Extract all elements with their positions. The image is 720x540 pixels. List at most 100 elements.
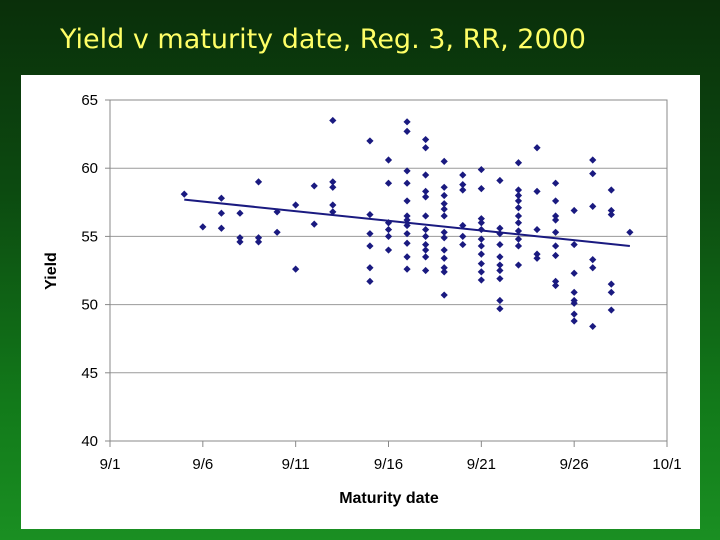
data-point [607, 186, 615, 194]
data-point [626, 228, 634, 236]
data-point [477, 215, 485, 223]
data-point [477, 260, 485, 268]
data-point [440, 200, 448, 208]
data-point [496, 224, 504, 232]
data-point [477, 268, 485, 276]
trendline [184, 198, 630, 247]
data-point [459, 240, 467, 249]
data-point [422, 212, 430, 220]
data-point [533, 225, 541, 234]
data-point [552, 212, 560, 220]
data-point [440, 183, 448, 191]
data-point [440, 246, 448, 254]
data-point [366, 210, 374, 219]
data-point [570, 269, 578, 277]
data-point [403, 212, 411, 220]
x-tick-label: 9/21 [467, 456, 496, 473]
y-axis-ticks: 40 45 50 55 60 65 [81, 92, 110, 450]
data-point [384, 246, 393, 254]
slide-title: Yield v maturity date, Reg. 3, RR, 2000 [60, 24, 586, 55]
data-point [589, 156, 597, 164]
data-point [366, 230, 374, 238]
x-axis-title: Maturity date [339, 490, 439, 507]
data-point [496, 240, 504, 249]
data-point [403, 127, 411, 135]
data-point [440, 157, 448, 165]
data-point [440, 191, 448, 200]
data-point [589, 202, 597, 210]
data-point [589, 170, 597, 178]
data-point [180, 190, 188, 198]
data-point [217, 209, 225, 217]
data-point [533, 250, 541, 258]
data-point [403, 197, 411, 205]
data-point [552, 281, 560, 290]
data-point [570, 288, 578, 296]
data-point [607, 288, 615, 296]
data-point [366, 277, 374, 286]
data-point [514, 261, 523, 269]
y-tick-label: 65 [81, 92, 98, 109]
data-point [384, 225, 393, 234]
data-point [496, 230, 504, 238]
data-point [422, 171, 430, 179]
data-point [366, 242, 374, 250]
data-point [236, 238, 244, 246]
data-point [403, 265, 411, 273]
data-point [440, 291, 448, 299]
data-point [514, 242, 523, 250]
data-point [254, 178, 263, 186]
data-point [514, 186, 523, 194]
data-point [570, 317, 578, 325]
x-axis-ticks: 9/1 9/6 9/11 9/16 9/21 9/26 10/1 [100, 441, 682, 473]
data-point [403, 253, 411, 261]
data-point [477, 242, 485, 250]
data-point [403, 179, 411, 187]
data-point [440, 234, 448, 242]
data-point [403, 230, 411, 238]
data-point [422, 193, 430, 201]
data-point [422, 187, 430, 195]
data-point [329, 116, 337, 125]
data-point [496, 275, 504, 283]
data-point [440, 228, 448, 236]
data-point [589, 322, 597, 331]
y-axis-title: Yield [43, 252, 60, 290]
data-point [422, 246, 430, 254]
data-point [496, 176, 504, 185]
data-point [366, 137, 374, 145]
data-point [459, 221, 467, 230]
data-point [422, 225, 430, 234]
y-tick-label: 40 [81, 433, 98, 450]
data-point [533, 144, 541, 152]
data-point [217, 224, 225, 232]
data-point [422, 266, 430, 275]
data-point [477, 235, 485, 243]
data-point [607, 206, 615, 215]
x-tick-label: 9/1 [100, 456, 121, 473]
y-tick-label: 55 [81, 228, 98, 245]
data-point [607, 306, 615, 314]
data-point [440, 212, 448, 220]
data-point [254, 238, 263, 246]
data-point [496, 296, 504, 305]
y-tick-label: 45 [81, 365, 98, 382]
data-point [422, 135, 430, 144]
data-point [440, 254, 448, 262]
data-point [329, 208, 337, 216]
chart-panel: 40 45 50 55 60 65 9/1 9/6 9/11 9/16 9/21 9/26 10/1 … [21, 75, 700, 529]
gridlines [110, 99, 667, 442]
data-point [589, 255, 597, 264]
data-point [496, 253, 504, 261]
data-point [514, 191, 523, 200]
data-point [329, 178, 337, 186]
y-tick-label: 60 [81, 160, 98, 177]
data-point [403, 167, 411, 175]
data-point [477, 250, 485, 258]
data-point [514, 204, 523, 212]
x-tick-label: 9/11 [282, 456, 310, 473]
data-point [514, 219, 523, 227]
data-point [310, 220, 318, 228]
y-tick-label: 50 [81, 297, 98, 314]
data-point [552, 228, 560, 236]
